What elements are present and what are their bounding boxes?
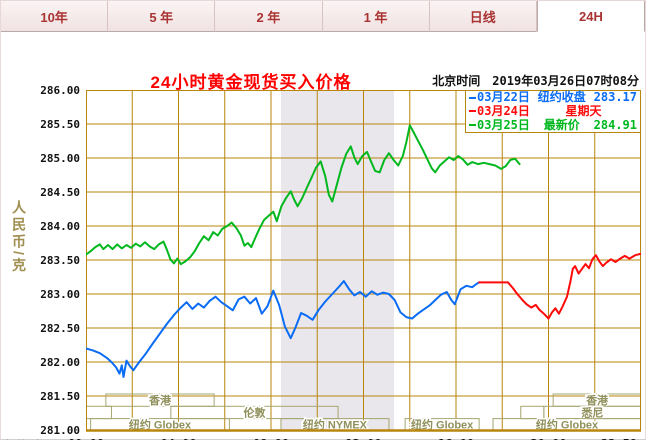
market-session-label: 纽约 Globex (129, 418, 192, 432)
x-tick-label: 08:00 (249, 437, 293, 440)
tab-5y[interactable]: 5 年 (108, 1, 216, 32)
legend-label: 纽约收盘 (537, 90, 586, 105)
tab-label: 2 年 (256, 9, 281, 25)
x-tick-label: 00:00 (64, 437, 108, 440)
legend-value: 283.17 (593, 90, 637, 105)
tab-label: 5 年 (149, 9, 174, 25)
tab-2y[interactable]: 2 年 (215, 1, 323, 32)
market-session-label: 纽约 NYMEX (303, 418, 368, 432)
x-tick-label: 23:59 (597, 437, 641, 440)
legend-row-monday: 03月25日 最新价 284.91 (469, 117, 637, 132)
tab-daily[interactable]: 日线 (429, 1, 537, 32)
beijing-clock: 北京时间 2019年03月26日07时08分 (432, 72, 639, 89)
price-line-03月22日 (86, 280, 481, 378)
x-tick-label: 20:00 (527, 437, 571, 440)
market-session-label: 悉尼 (580, 405, 603, 419)
y-tick-label: 283.00 (40, 288, 80, 301)
market-session-label: 纽约 Globex (536, 418, 599, 432)
legend-row-friday: 03月22日 纽约收盘 283.17 (469, 91, 637, 104)
price-line-03月25日 (86, 124, 521, 266)
period-tabs: 10年 5 年 2 年 1 年 日线 24H (0, 0, 646, 32)
y-tick-label: 284.50 (40, 186, 80, 199)
market-session-box (105, 393, 215, 407)
y-tick-label: 284.00 (40, 220, 80, 233)
y-tick-label: 283.50 (40, 254, 80, 267)
tab-10y[interactable]: 10年 (1, 1, 109, 32)
y-tick-label: 281.00 (40, 424, 80, 437)
tab-1y[interactable]: 1 年 (322, 1, 430, 32)
y-tick-label: 286.00 (40, 84, 80, 97)
market-session-label: 纽约 Globex (411, 418, 474, 432)
page-title: 24小时黄金现货买入价格 (150, 73, 352, 92)
tab-label: 1 年 (363, 9, 388, 25)
legend-date: 03月24日 (477, 103, 530, 118)
market-session-box (170, 405, 339, 420)
market-session-label: 香港 (148, 393, 172, 407)
x-axis-newyork: 纽约时间 00:0004:0008:0012:0016:0020:0023:59 (1, 436, 646, 440)
market-session-box (86, 405, 112, 420)
timestamp: 2019年03月26日07时08分 (492, 74, 639, 88)
chart-legend: 03月22日 纽约收盘 283.17 03月24日 星期天 03月25日 最新价… (465, 90, 641, 133)
market-session-label: 伦敦 (243, 405, 266, 419)
legend-label: 最新价 (543, 117, 580, 132)
chart-panel: 24小时黄金现货买入价格 北京时间 2019年03月26日07时08分 人民币/克… (0, 32, 646, 440)
y-tick-label: 285.00 (40, 152, 80, 165)
legend-date: 03月22日 (477, 90, 530, 105)
legend-label: 星期天 (565, 103, 602, 118)
market-session-label: 香港 (585, 393, 609, 407)
series-marker (469, 124, 476, 127)
tab-24h[interactable]: 24H (536, 1, 646, 32)
y-tick-label: 281.50 (40, 390, 80, 403)
tab-label: 24H (579, 8, 603, 24)
series-marker (469, 110, 476, 113)
y-tick-label: 282.50 (40, 322, 80, 335)
legend-value: 284.91 (593, 117, 637, 132)
x-tick-label: 12:00 (342, 437, 386, 440)
market-session-box (520, 405, 545, 420)
legend-date: 03月25日 (477, 117, 530, 132)
y-axis-unit-label: 人民币/克 (11, 200, 27, 275)
y-tick-label: 285.50 (40, 118, 80, 131)
tab-label: 日线 (469, 9, 496, 25)
tab-label: 10年 (40, 9, 68, 25)
series-marker (469, 96, 476, 99)
legend-row-sunday: 03月24日 星期天 (469, 103, 637, 118)
price-line-03月24日 (478, 252, 641, 320)
x-tick-label: 16:00 (434, 437, 478, 440)
y-tick-label: 282.00 (40, 356, 80, 369)
clock-label: 北京时间 (432, 74, 481, 88)
y-axis-labels: 286.00 285.50 285.00 284.50 284.00 283.50 283.… (1, 84, 82, 437)
x-tick-label: 04:00 (157, 437, 201, 440)
